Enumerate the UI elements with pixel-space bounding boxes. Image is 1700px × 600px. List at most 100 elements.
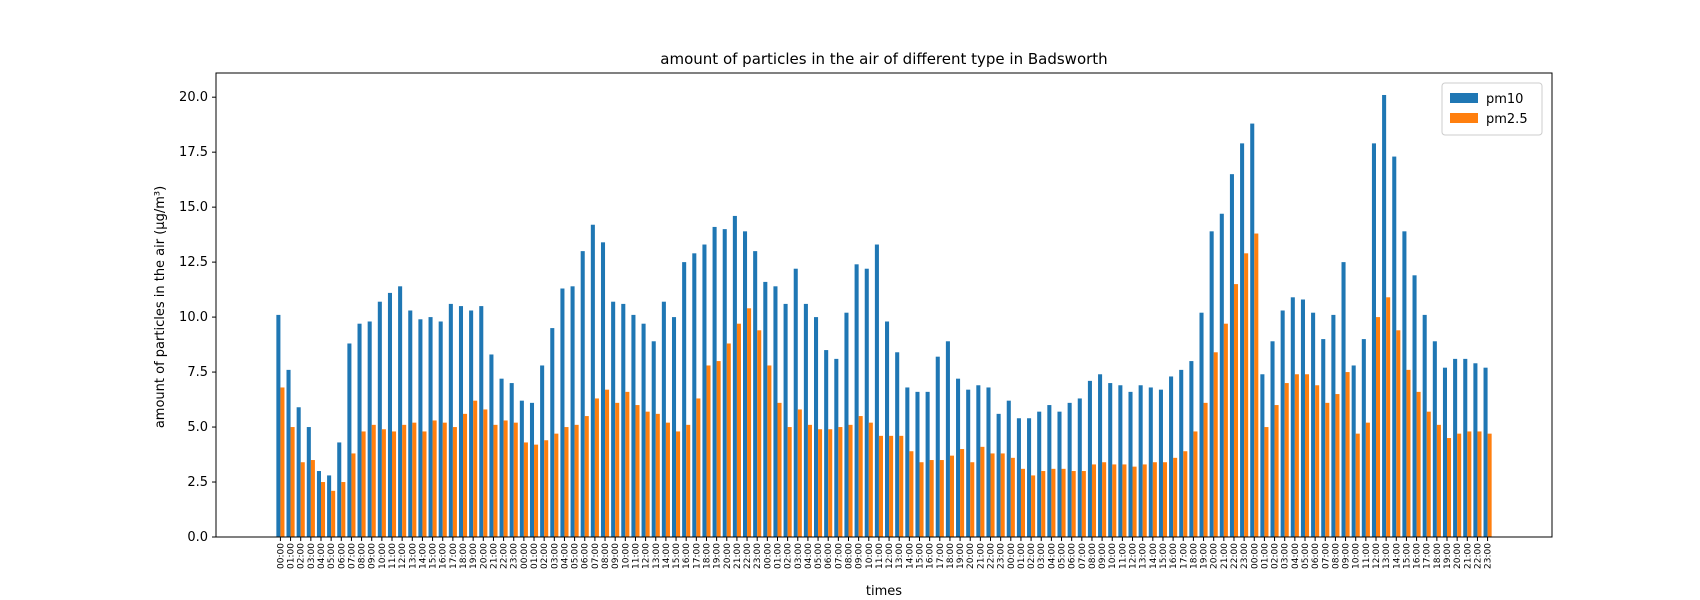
bar [1091,464,1097,537]
bar [489,354,494,537]
bar [1361,339,1366,537]
bar [844,312,849,537]
x-tick-label: 12:00 [642,543,652,569]
bar [509,383,514,537]
bar [1010,457,1015,537]
bar [290,427,295,537]
x-tick-label: 00:00 [1007,543,1017,569]
x-tick-label: 01:00 [287,543,297,569]
bar [929,460,934,537]
bar [1321,339,1326,537]
x-tick-label: 03:00 [1037,543,1047,569]
x-tick-label: 23:00 [510,543,520,569]
bar [432,420,437,537]
bar [1453,358,1458,537]
bar [306,427,311,537]
bar [448,303,453,537]
bar [529,402,535,537]
bar [1189,361,1194,537]
x-tick-label: 01:00 [773,543,783,569]
bar [1169,376,1174,537]
bar [682,262,687,537]
bar [1148,387,1153,537]
legend-swatch [1450,93,1478,103]
bar [564,427,569,537]
bar [398,286,403,537]
bar [493,424,498,537]
bar [1209,231,1214,537]
bar [615,402,620,537]
bar [1432,341,1437,537]
bar [990,453,995,537]
bar [574,424,579,537]
x-tick-label: 02:00 [297,543,307,569]
y-tick-label: 10.0 [179,310,208,325]
x-tick-label: 14:00 [1149,543,1159,569]
bar [1382,94,1387,537]
bar [1483,367,1488,537]
bar [848,424,853,537]
bar [641,323,646,537]
bar [523,442,528,537]
x-tick-label: 04:00 [804,543,814,569]
bar [1244,253,1249,538]
x-tick-label: 08:00 [844,543,854,569]
bar [1057,411,1062,537]
bar [1061,468,1066,537]
x-tick-label: 02:00 [784,543,794,569]
y-tick-label: 2.5 [187,475,208,490]
x-tick-label: 23:00 [1484,543,1494,569]
bar [1223,323,1228,537]
y-tick-label: 15.0 [179,200,208,215]
bar [854,264,859,537]
x-tick-label: 01:00 [530,543,540,569]
x-tick-label: 06:00 [1068,543,1078,569]
bar [732,215,737,537]
x-tick-label: 16:00 [682,543,692,569]
bar [1274,405,1279,537]
bar [1315,385,1320,537]
bar [316,471,321,537]
x-tick-label: 12:00 [1372,543,1382,569]
bar [1016,418,1021,537]
bar [1213,352,1218,537]
bar [300,462,305,537]
x-tick-label: 10:00 [378,543,388,569]
x-tick-label: 07:00 [1321,543,1331,569]
bar [980,446,985,537]
x-tick-label: 00:00 [520,543,530,569]
x-tick-label: 23:00 [997,543,1007,569]
bar [1112,464,1117,537]
bar [1102,462,1107,537]
bar [1270,341,1275,537]
x-tick-label: 08:00 [601,543,611,569]
bar [635,405,640,537]
x-tick-label: 05:00 [327,543,337,569]
bar [327,475,332,537]
bar [956,378,961,537]
x-tick-label: 17:00 [1423,543,1433,569]
bar [1386,297,1391,537]
bar [925,391,930,537]
bar [895,352,900,537]
x-tick-label: 15:00 [916,543,926,569]
bar [351,453,356,537]
bar [767,365,772,537]
bar [676,431,681,537]
x-tick-label: 10:00 [1352,543,1362,569]
bar [797,409,802,537]
bar [661,301,666,537]
x-tick-label: 07:00 [347,543,357,569]
bar [381,429,386,537]
x-tick-label: 11:00 [1118,543,1128,569]
bar [392,431,397,537]
bar [970,462,975,537]
bar [945,341,950,537]
bar [949,455,954,537]
x-tick-label: 05:00 [1058,543,1068,569]
bar [671,317,677,537]
bar [412,422,417,537]
bar [716,361,721,537]
x-tick-label: 05:00 [1301,543,1311,569]
bar [1436,424,1441,537]
